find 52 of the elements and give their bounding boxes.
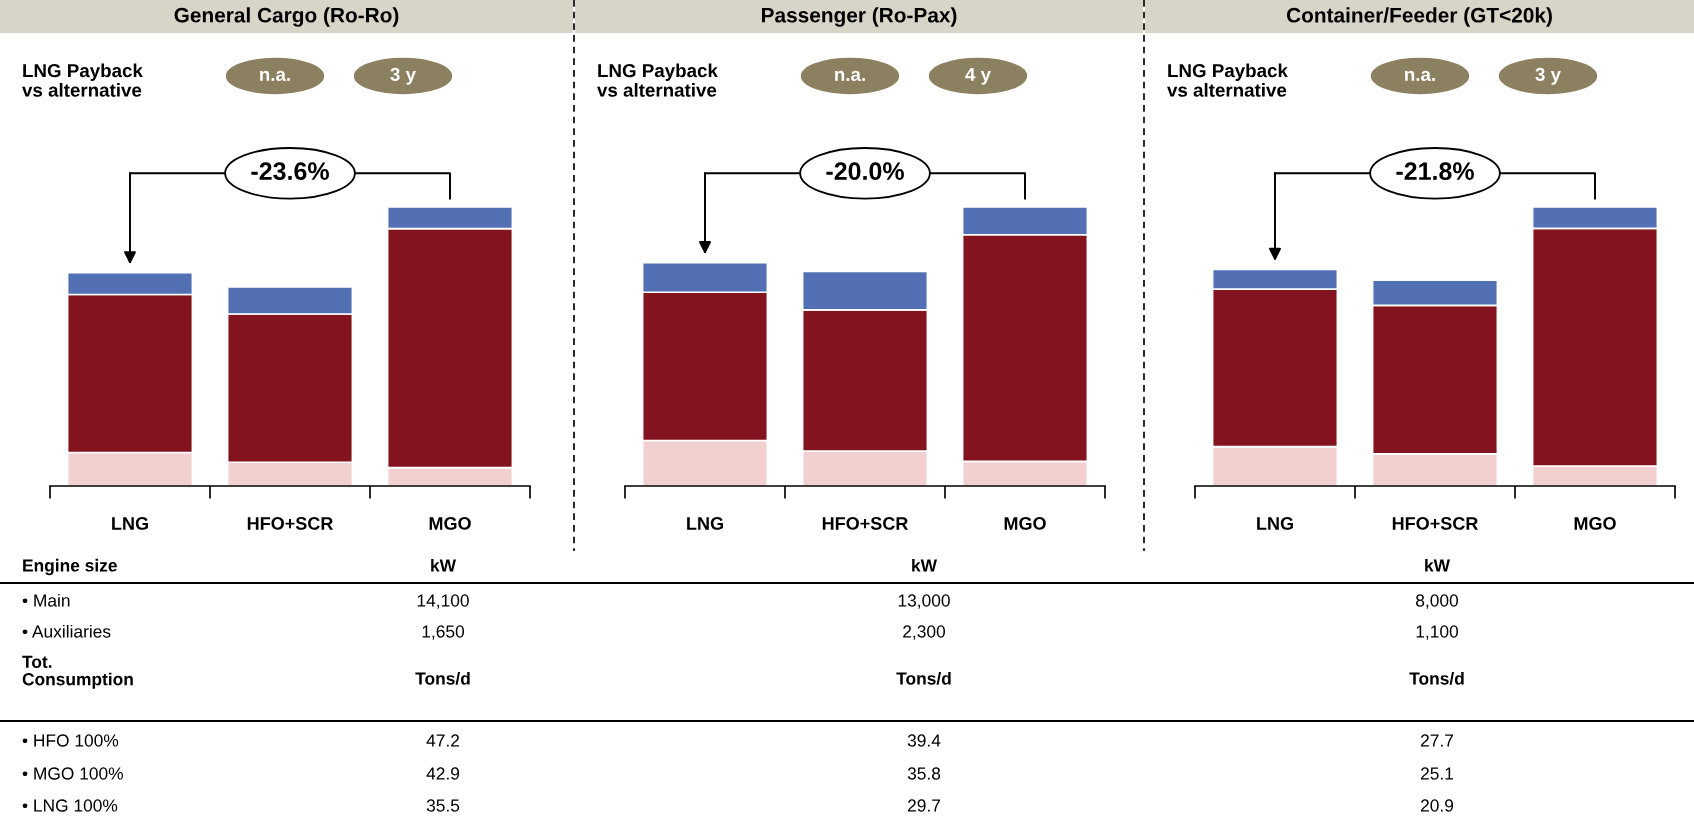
text: 1,100 xyxy=(1416,625,1459,640)
text: • HFO 100% xyxy=(22,734,119,747)
text: 39.4 xyxy=(907,734,941,747)
text: 25.1 xyxy=(1420,767,1454,780)
text: 20.9 xyxy=(1420,799,1454,812)
text: • Main xyxy=(22,593,70,607)
text: 2,300 xyxy=(903,625,946,640)
text: n.a. xyxy=(260,70,290,82)
text: • MGO 100% xyxy=(22,767,123,780)
text: 3 y xyxy=(390,67,416,85)
text: • Auxiliaries xyxy=(22,624,111,638)
x-tick-label: LNG xyxy=(1257,517,1293,530)
text: Tot. Consumption xyxy=(22,655,133,689)
text: -20.0% xyxy=(826,162,904,181)
text: LNG Payback vs alternative xyxy=(22,63,143,97)
text: LNG Payback vs alternative xyxy=(597,63,718,97)
text: Tons/d xyxy=(415,671,470,685)
text: 3 y xyxy=(1535,67,1561,85)
text: kW xyxy=(431,558,456,572)
x-tick-label: LNG xyxy=(687,517,723,530)
chart-title: General Cargo (Ro-Ro) xyxy=(174,7,399,27)
text: n.a. xyxy=(1405,70,1435,82)
text: 14,100 xyxy=(417,594,469,609)
x-tick-label: HFO+SCR xyxy=(1392,517,1479,530)
chart-title: Passenger (Ro-Pax) xyxy=(761,7,957,27)
chart-title: Container/Feeder (GT<20k) xyxy=(1286,7,1552,27)
text: 13,000 xyxy=(898,594,950,609)
x-tick-label: LNG xyxy=(112,517,148,530)
text: LNG Payback vs alternative xyxy=(1167,63,1288,97)
text: 8,000 xyxy=(1416,594,1459,609)
text: 4 y xyxy=(965,67,991,85)
x-tick-label: HFO+SCR xyxy=(822,517,909,530)
text: -23.6% xyxy=(251,162,329,181)
text: 35.5 xyxy=(426,799,460,812)
x-tick-label: MGO xyxy=(1574,517,1616,530)
text: 29.7 xyxy=(907,799,941,812)
x-tick-label: HFO+SCR xyxy=(247,517,334,530)
text: n.a. xyxy=(835,70,865,82)
x-tick-label: MGO xyxy=(1004,517,1046,530)
text: Tons/d xyxy=(1409,671,1464,685)
text: Tons/d xyxy=(896,671,951,685)
text: 47.2 xyxy=(426,734,460,747)
text: 42.9 xyxy=(426,767,460,780)
x-tick-label: MGO xyxy=(429,517,471,530)
text: 35.8 xyxy=(907,767,941,780)
text: 27.7 xyxy=(1420,734,1454,747)
text: Engine size xyxy=(23,558,117,576)
text: kW xyxy=(1425,558,1450,572)
text: -21.8% xyxy=(1396,162,1474,181)
text: • LNG 100% xyxy=(22,799,118,812)
text: kW xyxy=(912,558,937,572)
text: 1,650 xyxy=(422,625,465,640)
